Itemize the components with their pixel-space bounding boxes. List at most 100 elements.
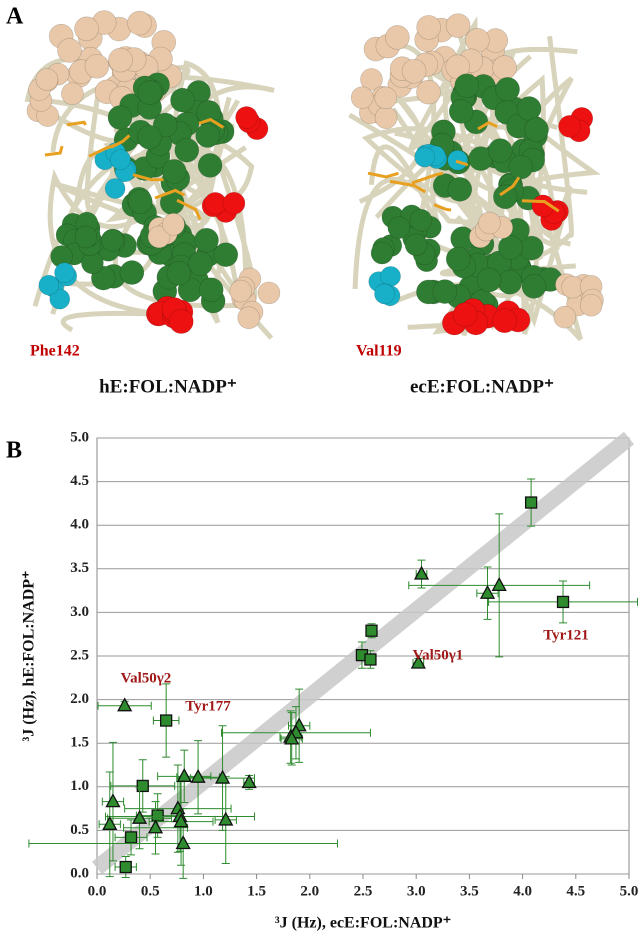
atom (107, 105, 133, 130)
atom (448, 99, 474, 124)
residue-label: Phe142 (30, 343, 80, 360)
atom (188, 251, 213, 276)
atom (110, 149, 131, 170)
atom (104, 178, 126, 199)
ligand (132, 173, 164, 182)
atom (492, 184, 518, 210)
panel-label: A (6, 4, 24, 30)
y-axis-label: ³J (Hz), hE:FOL:NADP⁺ (21, 571, 38, 742)
atom (161, 159, 187, 184)
point (190, 768, 206, 783)
point (151, 809, 164, 822)
x-tick-label: 1.0 (194, 883, 213, 899)
point (160, 714, 173, 727)
atom (84, 53, 110, 79)
atom (147, 225, 171, 249)
atom (524, 117, 549, 142)
atom (409, 208, 433, 232)
atom (432, 279, 458, 304)
residue-label: Val119 (356, 343, 402, 360)
atom (476, 267, 502, 293)
x-tick-label: 3.0 (407, 883, 426, 899)
point (105, 793, 121, 808)
atom (229, 279, 253, 303)
atom (49, 288, 71, 310)
atom (416, 15, 441, 40)
ligand (110, 134, 131, 149)
atom (387, 216, 411, 239)
point (124, 831, 138, 844)
y-tick-label: 0.0 (70, 865, 89, 881)
y-tick-label: 4.0 (70, 517, 89, 533)
atom (197, 153, 223, 178)
atom (497, 269, 523, 295)
atom (487, 138, 513, 163)
atom (162, 213, 185, 236)
atom (101, 228, 124, 252)
atom (127, 10, 152, 36)
x-tick-label: 0.0 (88, 883, 107, 899)
atom (498, 235, 523, 260)
atom (404, 233, 428, 257)
panel-label: B (6, 438, 22, 464)
atom (257, 281, 281, 305)
atom (445, 13, 471, 38)
point (136, 779, 149, 793)
x-tick-label: 4.5 (566, 883, 585, 899)
y-tick-label: 1.0 (70, 778, 89, 794)
x-tick-label: 5.0 (620, 883, 639, 899)
atom (416, 79, 441, 105)
y-tick-label: 3.0 (70, 604, 89, 620)
point (556, 595, 570, 609)
atom (237, 306, 261, 330)
ligand (367, 171, 399, 179)
point (410, 654, 426, 669)
atom (452, 302, 478, 327)
point (102, 815, 118, 830)
annotation: Tyr177 (185, 698, 231, 714)
atom (385, 25, 410, 50)
atom (57, 38, 82, 63)
atom (454, 73, 480, 99)
atom (74, 16, 99, 42)
annotation: Val50γ2 (121, 670, 172, 686)
atom (235, 106, 258, 129)
atom (558, 115, 581, 138)
atom (553, 305, 577, 329)
atom (194, 227, 219, 253)
y-tick-label: 5.0 (70, 429, 89, 445)
ligand (477, 120, 498, 131)
point (365, 624, 378, 637)
atom (74, 225, 98, 249)
ligand (66, 120, 87, 127)
atom (495, 77, 520, 102)
ligand (499, 176, 521, 197)
atom (222, 191, 246, 215)
atom (401, 58, 427, 84)
atom (61, 82, 84, 106)
ligand (198, 117, 225, 129)
atom (127, 189, 153, 214)
ligand (389, 179, 426, 194)
point (524, 496, 538, 509)
y-tick-label: 0.5 (70, 822, 89, 838)
annotation: Val50γ1 (413, 647, 464, 663)
point (131, 809, 148, 824)
ligand (455, 159, 469, 167)
atom (492, 55, 517, 80)
point (176, 767, 192, 782)
atom (166, 260, 192, 286)
point (147, 819, 164, 834)
atom (38, 274, 60, 296)
atom (492, 308, 517, 334)
ligand (411, 171, 444, 185)
y-tick-label: 1.5 (70, 735, 89, 751)
structure-caption: hE:FOL:NADP⁺ (99, 376, 237, 397)
structure-left (24, 10, 281, 340)
atom (350, 86, 374, 109)
atom (374, 106, 398, 129)
structure-right (348, 13, 604, 342)
x-tick-label: 0.5 (141, 883, 160, 899)
y-tick-label: 2.0 (70, 691, 89, 707)
atom (360, 68, 383, 91)
